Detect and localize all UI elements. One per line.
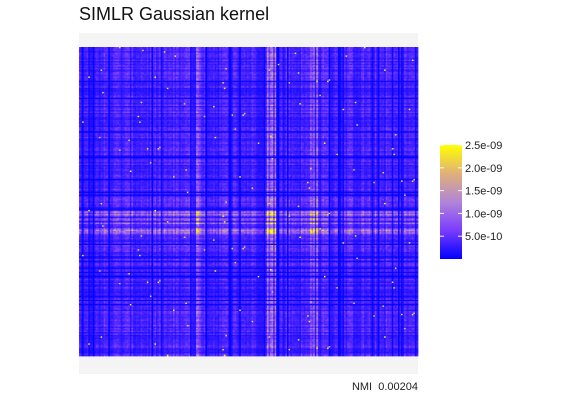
heatmap-cells — [79, 47, 418, 356]
